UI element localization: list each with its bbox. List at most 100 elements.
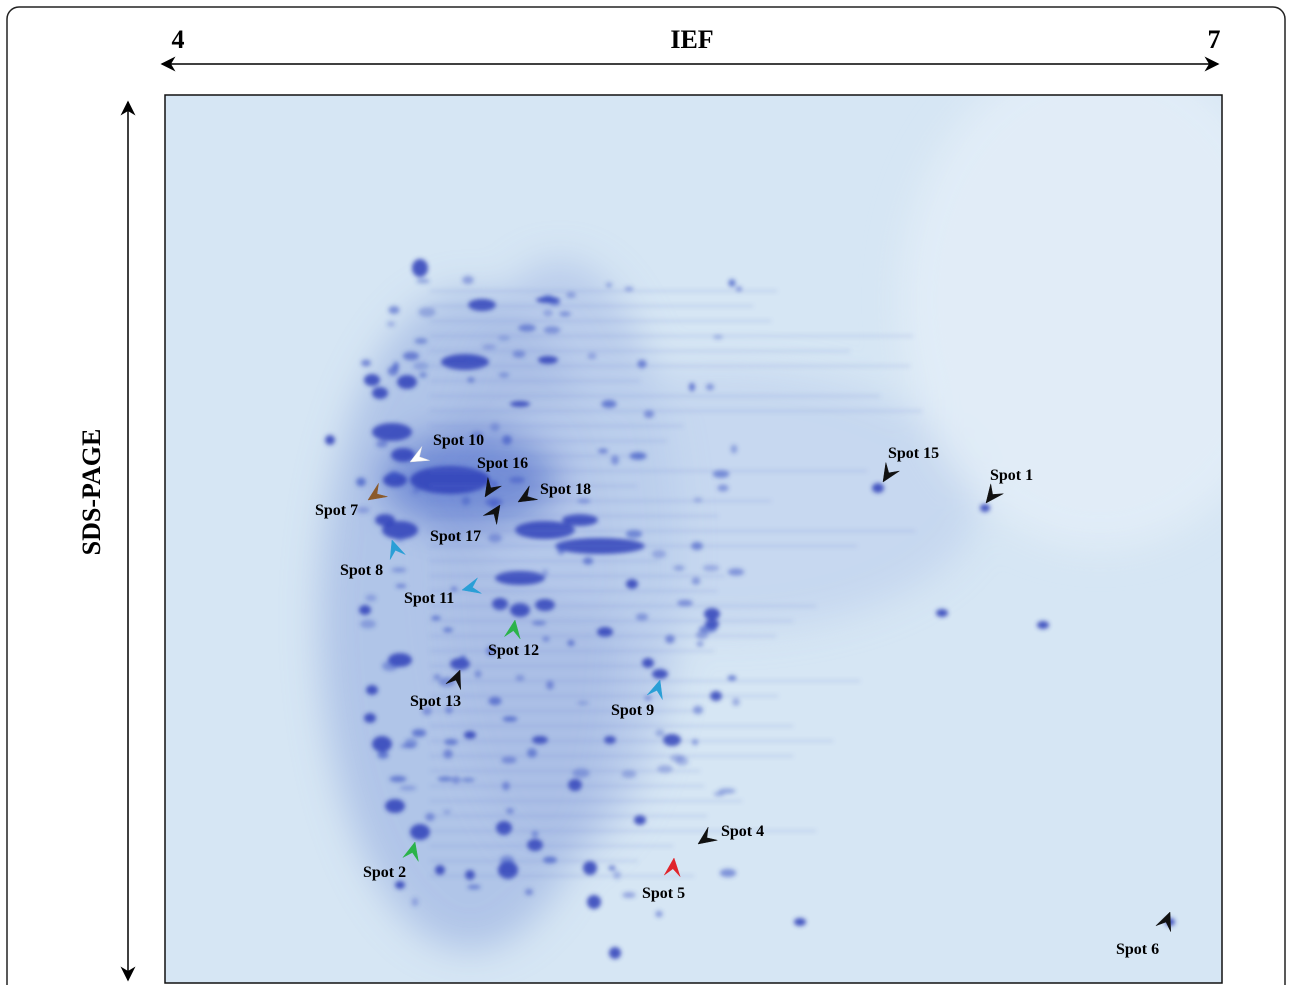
ief-title: IEF bbox=[670, 25, 713, 54]
streak bbox=[430, 545, 857, 547]
spot bbox=[450, 658, 470, 670]
spot bbox=[515, 674, 525, 682]
spot bbox=[467, 356, 475, 362]
spot bbox=[414, 338, 428, 344]
spot bbox=[634, 815, 646, 825]
spot bbox=[597, 448, 609, 454]
spot bbox=[441, 354, 489, 370]
spot bbox=[391, 448, 415, 462]
sds-title: SDS-PAGE bbox=[77, 429, 106, 556]
spot bbox=[546, 680, 554, 690]
streak bbox=[430, 335, 913, 337]
spot bbox=[356, 477, 366, 487]
streak bbox=[430, 620, 793, 622]
spot bbox=[385, 799, 405, 813]
spot bbox=[448, 534, 462, 540]
streak bbox=[430, 830, 816, 832]
protein-spots bbox=[325, 259, 1175, 959]
spot bbox=[443, 749, 453, 759]
spot bbox=[372, 736, 392, 752]
spot-label: Spot 15 bbox=[888, 445, 939, 462]
streak bbox=[430, 650, 714, 652]
spot-label: Spot 10 bbox=[433, 432, 484, 449]
spot bbox=[325, 435, 335, 445]
spot bbox=[418, 307, 436, 317]
spot bbox=[542, 569, 548, 577]
spot bbox=[605, 282, 613, 288]
spot bbox=[416, 278, 430, 284]
spot bbox=[732, 698, 740, 706]
streak bbox=[430, 740, 833, 742]
spot bbox=[413, 362, 429, 370]
spot bbox=[388, 471, 400, 479]
spot bbox=[431, 615, 441, 621]
spot bbox=[655, 910, 663, 918]
streak bbox=[430, 560, 659, 562]
spot bbox=[583, 861, 597, 875]
spot bbox=[597, 627, 613, 637]
spot bbox=[629, 452, 647, 460]
spot bbox=[372, 423, 412, 441]
spot bbox=[601, 399, 617, 409]
arrow bbox=[517, 485, 538, 503]
arrow bbox=[367, 483, 388, 501]
arrow bbox=[389, 539, 406, 560]
spot bbox=[512, 350, 526, 358]
spot-label: Spot 6 bbox=[1116, 941, 1159, 958]
spot-label: Spot 18 bbox=[540, 481, 591, 498]
spot bbox=[705, 383, 715, 391]
spot-labels: Spot 10 Spot 16 Spot 18 Spot 7 Spot 17 Spot 8… bbox=[315, 432, 1171, 958]
spot bbox=[524, 888, 534, 896]
streak bbox=[430, 785, 704, 787]
spot-label: Spot 7 bbox=[315, 502, 358, 519]
streak bbox=[430, 770, 700, 772]
spot bbox=[443, 627, 453, 633]
spot bbox=[673, 565, 685, 571]
spot bbox=[872, 483, 884, 493]
ief-start: 4 bbox=[172, 25, 185, 54]
spot bbox=[509, 476, 525, 484]
spot bbox=[702, 564, 720, 572]
spot bbox=[412, 488, 420, 494]
spot bbox=[376, 440, 388, 448]
spot bbox=[433, 674, 441, 680]
spot bbox=[364, 713, 376, 723]
streak bbox=[430, 635, 776, 637]
spot bbox=[572, 768, 590, 778]
spot bbox=[677, 599, 693, 607]
spot bbox=[488, 696, 502, 706]
spot bbox=[587, 352, 597, 360]
spot bbox=[691, 577, 701, 585]
spot bbox=[361, 359, 371, 367]
arrow bbox=[882, 462, 900, 483]
spot bbox=[704, 608, 720, 620]
streak bbox=[430, 440, 667, 442]
arrow bbox=[646, 679, 663, 700]
spot bbox=[559, 311, 571, 317]
spot bbox=[404, 738, 418, 748]
spot bbox=[437, 776, 453, 782]
spot bbox=[375, 514, 395, 526]
gel-border bbox=[164, 94, 1223, 984]
spot bbox=[518, 324, 536, 332]
spot-label: Spot 17 bbox=[430, 528, 481, 545]
spot bbox=[356, 506, 370, 514]
spot bbox=[395, 535, 405, 543]
spot bbox=[566, 291, 576, 299]
spot bbox=[652, 669, 668, 679]
streak bbox=[430, 665, 644, 667]
streak bbox=[430, 290, 777, 292]
spot bbox=[498, 372, 510, 378]
spot bbox=[389, 775, 407, 783]
spot bbox=[474, 670, 482, 678]
spot bbox=[435, 865, 445, 875]
spot bbox=[794, 918, 806, 926]
spot bbox=[410, 824, 430, 840]
spot bbox=[496, 821, 512, 835]
spot bbox=[727, 568, 745, 576]
spot bbox=[388, 306, 400, 314]
spot bbox=[587, 895, 601, 909]
spot bbox=[372, 387, 388, 399]
arrow bbox=[484, 477, 502, 498]
spot bbox=[642, 658, 654, 668]
